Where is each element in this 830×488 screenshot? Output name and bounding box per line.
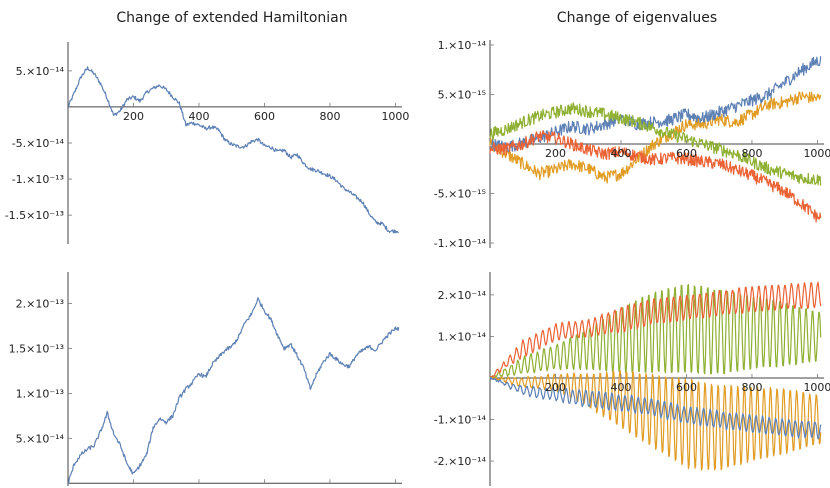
y-tick-label: -1.×10⁻¹⁴ xyxy=(434,237,487,250)
y-tick-label: 5.×10⁻¹⁴ xyxy=(16,65,65,78)
series-line xyxy=(489,283,822,379)
y-tick-label: 5.×10⁻¹⁵ xyxy=(438,88,486,101)
x-tick-label: 1000 xyxy=(803,147,830,160)
x-tick-label: 600 xyxy=(254,486,275,488)
series-line xyxy=(489,102,822,186)
x-tick-label: 200 xyxy=(545,381,566,394)
eigenvalues-top-plot: 200 400 600 800 1000 1.×10⁻¹⁴ 5.×10⁻¹⁵ -5.×10⁻¹… xyxy=(434,39,830,250)
y-tick-label: 2.×10⁻¹⁴ xyxy=(438,289,487,302)
x-tick-label: 400 xyxy=(610,147,631,160)
x-tick-label: 400 xyxy=(188,110,209,123)
y-tick-label: 1.5×10⁻¹³ xyxy=(9,342,64,355)
x-tick-label: 800 xyxy=(319,486,340,488)
series-line xyxy=(489,129,822,223)
x-tick-label: 600 xyxy=(254,110,275,123)
y-tick-label: 1.×10⁻¹³ xyxy=(16,387,64,400)
series-line xyxy=(489,56,822,152)
right-column-title: Change of eigenvalues xyxy=(557,10,717,26)
x-tick-label: 600 xyxy=(676,147,697,160)
y-tick-label: 1.×10⁻¹⁴ xyxy=(438,330,487,343)
x-tick-label: 400 xyxy=(610,381,631,394)
y-tick-label: -1.×10⁻¹³ xyxy=(12,173,64,186)
x-tick-label: 1000 xyxy=(381,486,409,488)
x-tick-label: 400 xyxy=(188,486,209,488)
x-tick-label: 800 xyxy=(741,381,762,394)
y-tick-label: -5.×10⁻¹⁴ xyxy=(12,137,65,150)
y-tick-label: -5.×10⁻¹⁵ xyxy=(434,188,486,201)
series-line xyxy=(67,297,400,484)
y-tick-label: 5.×10⁻¹⁴ xyxy=(16,432,65,445)
series-line xyxy=(489,281,822,378)
y-tick-label: 1.×10⁻¹⁴ xyxy=(438,39,487,52)
x-tick-label: 200 xyxy=(123,486,144,488)
x-tick-label: 600 xyxy=(676,381,697,394)
eigenvalues-bottom-plot: 200 400 600 800 1000 2.×10⁻¹⁴ 1.×10⁻¹⁴ -1.×10⁻¹… xyxy=(434,272,830,486)
y-tick-label: -1.5×10⁻¹³ xyxy=(5,209,64,222)
series-line xyxy=(67,66,399,234)
x-tick-label: 800 xyxy=(319,110,340,123)
x-tick-label: 200 xyxy=(545,147,566,160)
x-tick-label: 800 xyxy=(741,147,762,160)
y-tick-label: -1.×10⁻¹⁴ xyxy=(434,414,487,427)
x-tick-label: 200 xyxy=(123,110,144,123)
x-tick-label: 1000 xyxy=(803,381,830,394)
series-line xyxy=(489,376,822,440)
y-tick-label: -2.×10⁻¹⁴ xyxy=(434,455,487,468)
y-tick-label: 2.×10⁻¹³ xyxy=(16,297,64,310)
series-line xyxy=(489,91,822,184)
left-column-title: Change of extended Hamiltonian xyxy=(116,10,347,26)
hamiltonian-bottom-plot: 200 400 600 800 1000 2.×10⁻¹³ 1.5×10⁻¹³ 1.×10⁻¹… xyxy=(9,272,409,488)
hamiltonian-top-plot: 200 400 600 800 1000 5.×10⁻¹⁴ -5.×10⁻¹⁴ -1.×10⁻… xyxy=(5,42,409,244)
series-line xyxy=(489,370,822,471)
x-tick-label: 1000 xyxy=(381,110,409,123)
